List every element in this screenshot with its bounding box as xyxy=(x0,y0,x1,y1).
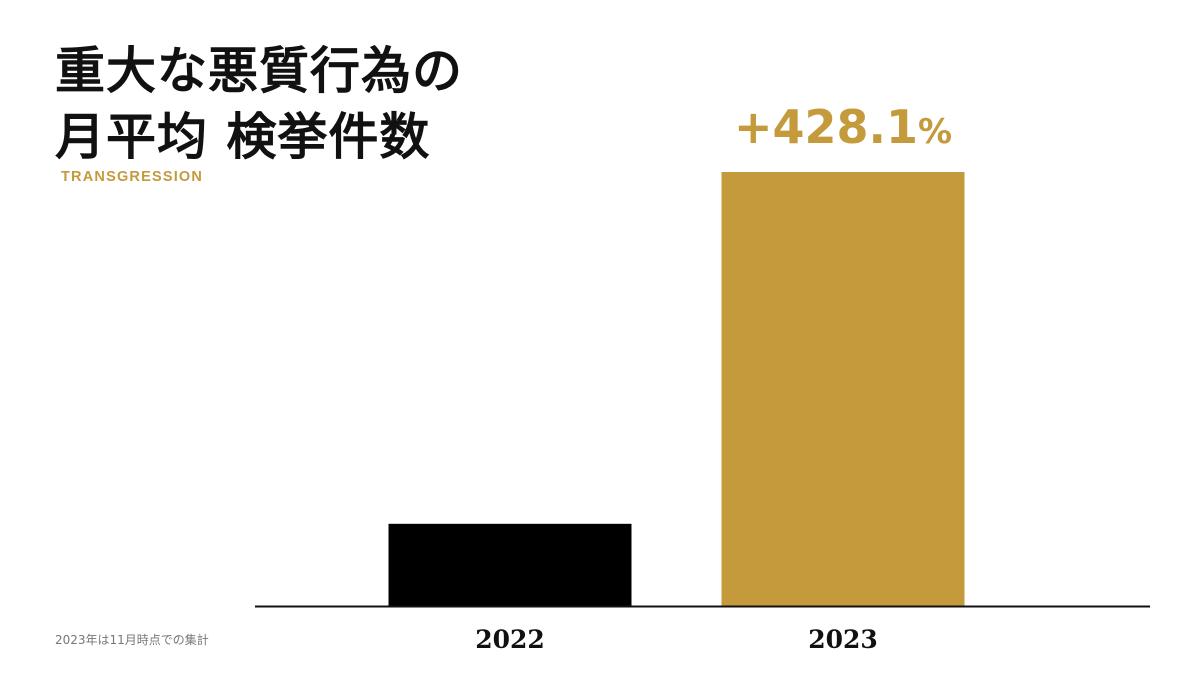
x-tick-labels: 2022 2023 xyxy=(475,625,878,654)
x-tick-label-2023: 2023 xyxy=(808,625,878,654)
title-line-2: 月平均 検挙件数 xyxy=(55,107,431,166)
subtitle: TRANSGRESSION xyxy=(61,169,204,185)
footnote: 2023年は11月時点での集計 xyxy=(55,633,209,647)
title-line-1: 重大な悪質行為の xyxy=(55,41,463,100)
bar-2023 xyxy=(721,172,965,606)
bar-annotation-2023: +428.1% xyxy=(734,100,952,154)
bars-group xyxy=(388,172,965,606)
x-tick-label-2022: 2022 xyxy=(475,625,545,654)
page-title: 重大な悪質行為の 月平均 検挙件数 xyxy=(55,38,463,170)
bar-2022 xyxy=(388,523,632,606)
